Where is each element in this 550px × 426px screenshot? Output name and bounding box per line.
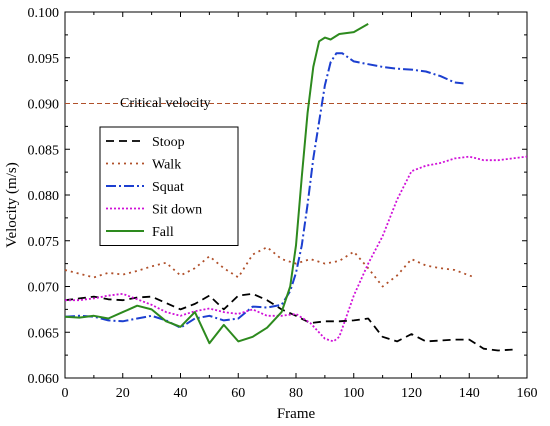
x-tick-label: 0 — [62, 386, 69, 401]
legend-label-fall: Fall — [152, 225, 174, 240]
y-tick-label: 0.070 — [28, 281, 60, 296]
legend-box — [99, 126, 239, 246]
series-line-sit-down — [65, 155, 528, 343]
legend-label-walk: Walk — [152, 158, 181, 173]
legend: Stoop Walk Squat Sit down Fall — [99, 126, 239, 246]
series-line-fall — [64, 23, 369, 345]
y-tick-label: 0.090 — [28, 98, 60, 113]
series-line-squat — [64, 52, 464, 329]
x-tick-label: 120 — [401, 386, 422, 401]
legend-label-sit-down: Sit down — [152, 203, 202, 218]
x-tick-label: 60 — [231, 386, 245, 401]
x-tick-label: 20 — [116, 386, 130, 401]
x-tick-label: 140 — [459, 386, 480, 401]
y-tick-label: 0.060 — [28, 372, 60, 387]
x-tick-label: 40 — [174, 386, 188, 401]
legend-label-squat: Squat — [152, 180, 184, 195]
y-tick-label: 0.065 — [28, 326, 60, 341]
x-tick-label: 100 — [343, 386, 364, 401]
y-tick-label: 0.075 — [28, 235, 60, 250]
legend-label-stoop: Stoop — [152, 135, 185, 150]
y-tick-label: 0.080 — [28, 189, 60, 204]
x-tick-label: 80 — [289, 386, 303, 401]
series-line-stoop — [64, 292, 513, 352]
y-tick-label: 0.095 — [28, 52, 60, 67]
y-tick-label: 0.100 — [28, 6, 60, 21]
y-tick-label: 0.085 — [28, 143, 60, 158]
x-tick-label: 160 — [517, 386, 538, 401]
series-line-walk — [64, 246, 476, 288]
x-axis-title: Frame — [277, 406, 316, 422]
y-axis-title: Velocity (m/s) — [4, 162, 20, 247]
critical-velocity-label: Critical velocity — [120, 96, 211, 111]
